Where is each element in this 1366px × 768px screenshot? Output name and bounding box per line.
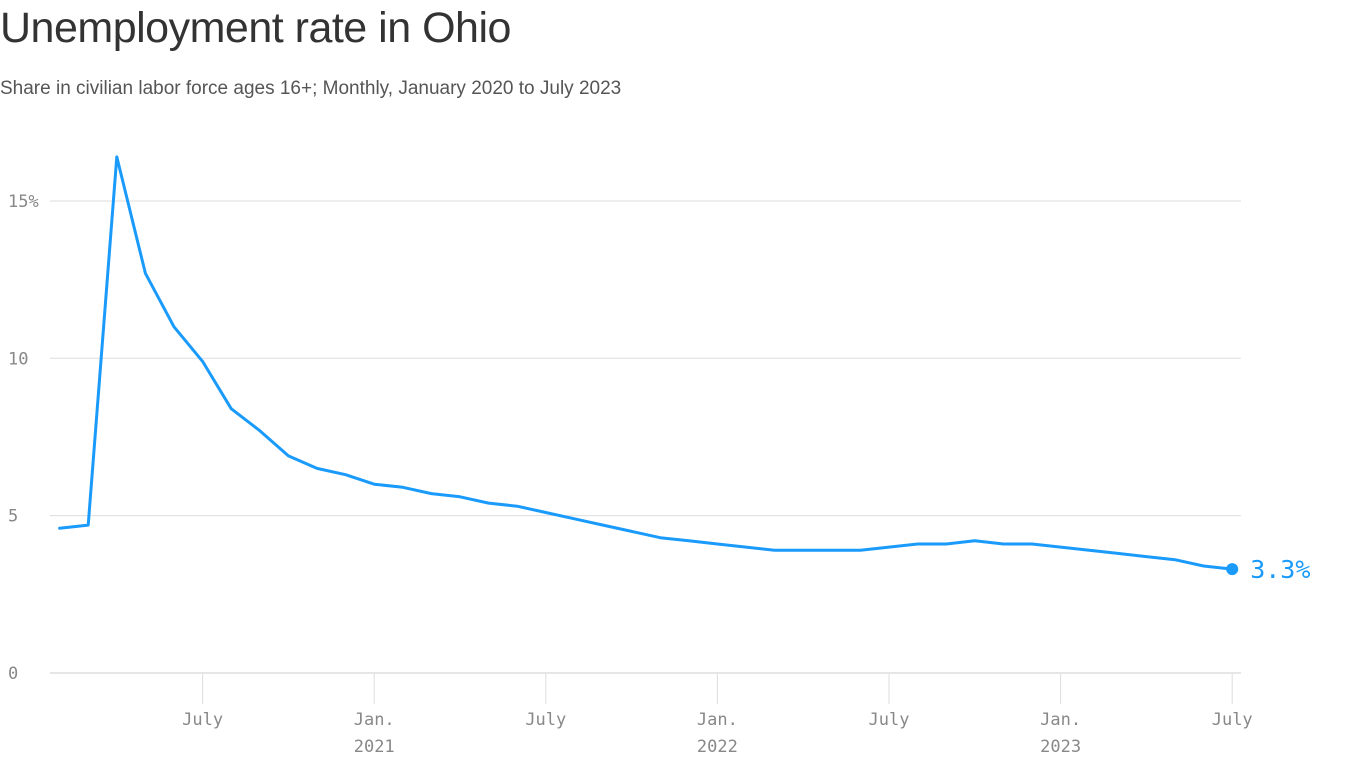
x-tick-year: 2023 (1040, 737, 1081, 757)
x-tick-label: Jan. (1040, 710, 1081, 730)
x-tick-label: Jan. (354, 710, 395, 730)
x-tick-label: July (182, 710, 223, 730)
end-value-label: 3.3% (1250, 555, 1310, 584)
x-tick-year: 2022 (697, 737, 738, 757)
y-tick-label: 15% (8, 192, 39, 212)
y-tick-label: 10 (8, 349, 28, 369)
y-tick-label: 5 (8, 507, 18, 527)
series-line (58, 155, 1234, 571)
x-tick-label: July (525, 710, 566, 730)
x-tick-label: Jan. (697, 710, 738, 730)
x-tick-label: July (1212, 710, 1253, 730)
x-tick-label: July (869, 710, 910, 730)
chart-subtitle: Share in civilian labor force ages 16+; … (0, 78, 622, 99)
y-tick-label: 0 (8, 664, 18, 684)
chart-title: Unemployment rate in Ohio (0, 4, 511, 52)
x-tick-year: 2021 (354, 737, 395, 757)
end-point-marker (1226, 563, 1239, 576)
